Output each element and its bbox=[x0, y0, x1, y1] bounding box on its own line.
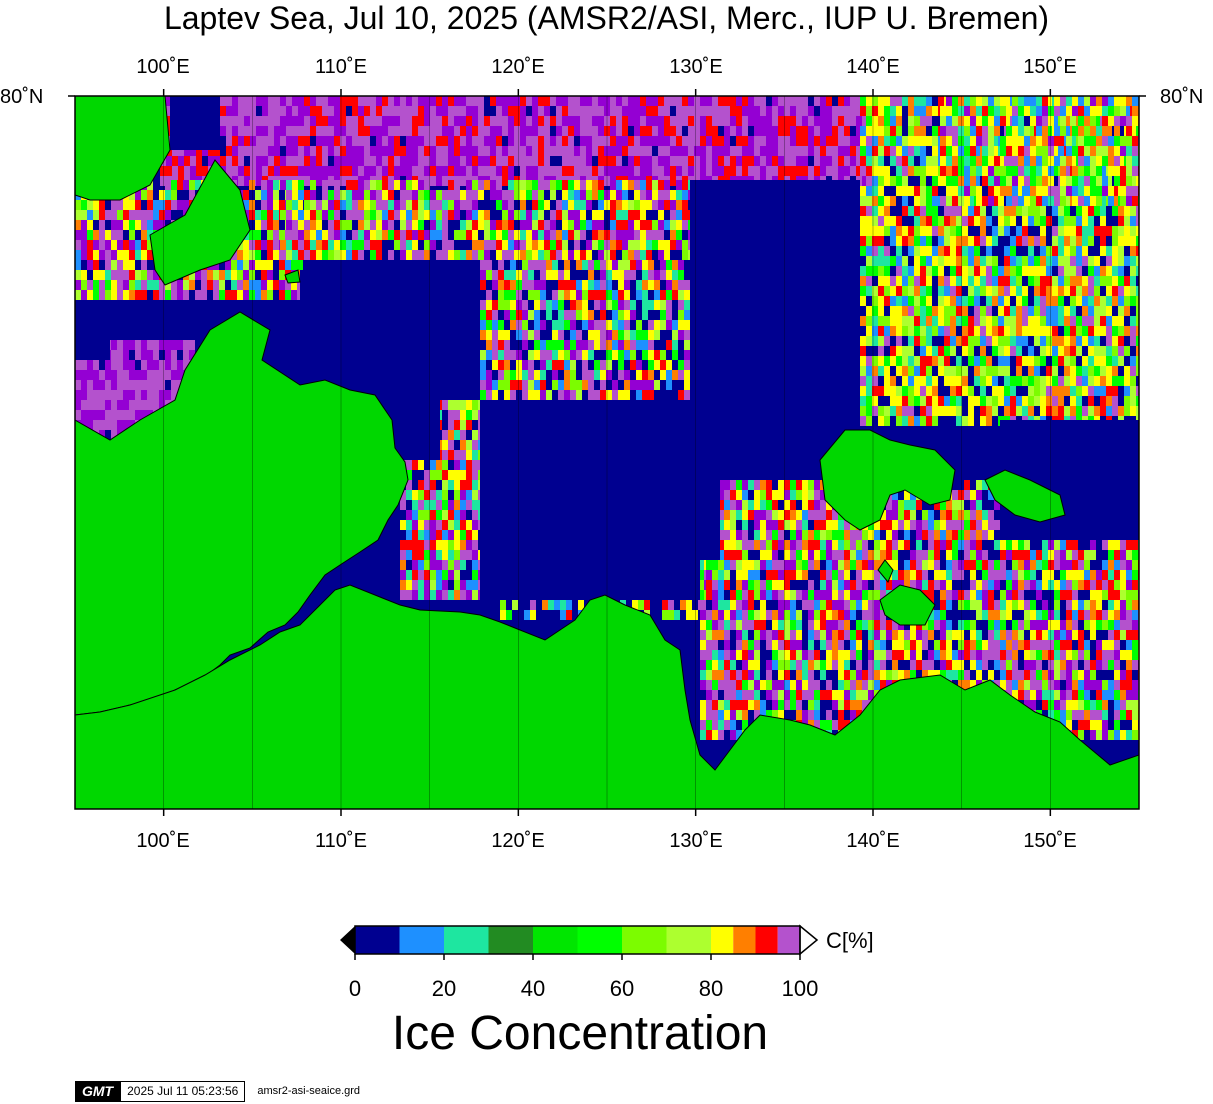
lon-label-bottom-120: 120˚E bbox=[491, 830, 545, 852]
lon-label-top-100: 100˚E bbox=[136, 56, 190, 78]
colorbar-swatch bbox=[733, 926, 756, 954]
colorbar-label-20: 20 bbox=[431, 976, 457, 1001]
gmt-filename: amsr2-asi-seaice.grd bbox=[257, 1085, 361, 1097]
lon-label-bottom-100: 100˚E bbox=[136, 830, 190, 852]
lon-label-bottom-110: 110˚E bbox=[315, 830, 367, 852]
colorbar-frame bbox=[354, 925, 801, 955]
land-bolshoy-lyakhovsky bbox=[879, 584, 936, 626]
colorbar bbox=[340, 924, 819, 960]
graticule bbox=[163, 96, 1051, 809]
colorbar-swatch bbox=[488, 926, 533, 954]
lon-label-bottom-150: 150˚E bbox=[1023, 830, 1077, 852]
land-bolshevik-island bbox=[149, 159, 251, 286]
colorbar-label-100: 100 bbox=[781, 976, 819, 1001]
lon-label-bottom-140: 140˚E bbox=[846, 830, 900, 852]
lat-label-left: 80˚N bbox=[0, 86, 44, 108]
colorbar-over-triangle bbox=[799, 924, 819, 956]
colorbar-swatch bbox=[777, 926, 800, 954]
gmt-logo: GMT bbox=[75, 1081, 121, 1102]
colorbar-label-0: 0 bbox=[348, 976, 362, 1001]
land-small-island-b bbox=[284, 269, 301, 284]
colorbar-under-triangle bbox=[340, 926, 355, 954]
gmt-timestamp: 2025 Jul 11 05:23:56 bbox=[120, 1081, 246, 1102]
map-title: Laptev Sea, Jul 10, 2025 (AMSR2/ASI, Mer… bbox=[163, 0, 1050, 36]
open-water-area bbox=[600, 400, 720, 560]
colorbar-swatch bbox=[755, 926, 778, 954]
land-severnaya-zemlya bbox=[75, 96, 171, 201]
colorbar-swatch bbox=[355, 926, 400, 954]
colorbar-title: Ice Concentration bbox=[391, 1007, 769, 1060]
colorbar-swatch bbox=[533, 926, 578, 954]
land-kotelny-island bbox=[819, 429, 956, 531]
colorbar-label-80: 80 bbox=[698, 976, 724, 1001]
open-water-area bbox=[300, 270, 480, 400]
lon-label-top-130: 130˚E bbox=[669, 56, 723, 78]
lon-label-top-110: 110˚E bbox=[315, 56, 367, 78]
lon-label-top-150: 150˚E bbox=[1023, 56, 1077, 78]
colorbar-label-60: 60 bbox=[609, 976, 635, 1001]
lon-label-top-140: 140˚E bbox=[846, 56, 900, 78]
land-small-island-a bbox=[877, 559, 894, 583]
land-new-siberia-island bbox=[984, 469, 1066, 523]
colorbar-swatch bbox=[577, 926, 622, 954]
colorbar-swatch bbox=[666, 926, 711, 954]
colorbar-unit: C[%] bbox=[826, 928, 874, 953]
colorbar-swatch bbox=[711, 926, 734, 954]
map-frame bbox=[74, 95, 1140, 810]
open-water-area bbox=[170, 96, 220, 150]
colorbar-swatch bbox=[444, 926, 489, 954]
lon-label-top-120: 120˚E bbox=[491, 56, 545, 78]
colorbar-label-40: 40 bbox=[520, 976, 546, 1001]
colorbar-swatch bbox=[622, 926, 667, 954]
gmt-stamp: GMT 2025 Jul 11 05:23:56 amsr2-asi-seaic… bbox=[75, 1081, 360, 1102]
frame-ticks bbox=[68, 89, 1146, 816]
lon-label-bottom-130: 130˚E bbox=[669, 830, 723, 852]
colorbar-swatch bbox=[399, 926, 444, 954]
lat-label-right: 80˚N bbox=[1160, 86, 1204, 108]
open-water-area bbox=[75, 320, 110, 360]
